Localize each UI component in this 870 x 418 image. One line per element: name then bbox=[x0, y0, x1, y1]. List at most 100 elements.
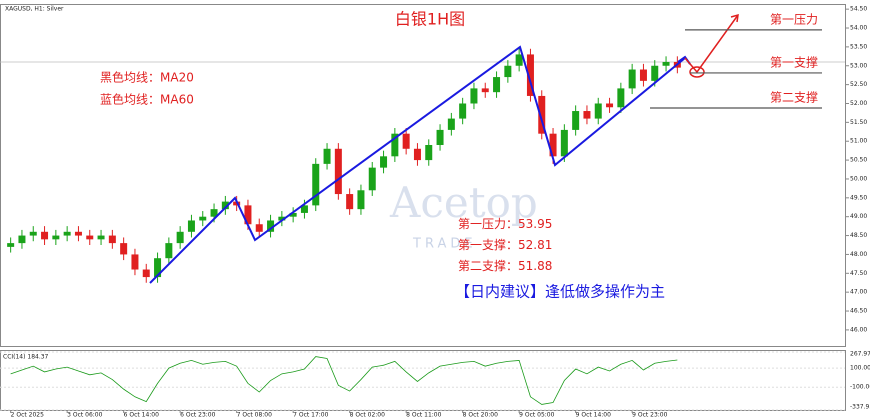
candle-body bbox=[74, 231, 82, 236]
y-tick-label: 267.97 bbox=[850, 351, 870, 358]
price-panel bbox=[0, 4, 846, 347]
candle-body bbox=[108, 235, 116, 244]
candle-body bbox=[278, 216, 286, 221]
level-label-part: ： bbox=[506, 238, 518, 252]
y-tick-label: 53.00 bbox=[850, 62, 867, 69]
candle-body bbox=[628, 69, 636, 89]
level-label-part: 第一支撑 bbox=[458, 237, 506, 252]
level-label-part: 51.88 bbox=[518, 259, 552, 273]
y-tick-label: 54.50 bbox=[850, 6, 867, 13]
candle-body bbox=[402, 133, 410, 149]
x-tick-label: 9 Oct 05:00 bbox=[519, 412, 554, 418]
y-tick-label: 48.00 bbox=[850, 251, 867, 258]
candle-body bbox=[481, 88, 489, 93]
candle-body bbox=[300, 205, 308, 213]
candle-body bbox=[538, 95, 546, 134]
y-tick-label: 49.50 bbox=[850, 194, 867, 201]
candle-body bbox=[289, 212, 297, 217]
level-label-part: 第一压力 bbox=[458, 217, 506, 231]
x-tick-label: 6 Oct 23:00 bbox=[180, 412, 215, 418]
candle-body bbox=[413, 148, 421, 161]
ma-note: 蓝色均线：MA60 bbox=[100, 93, 194, 107]
watermark: Acetop bbox=[389, 178, 538, 227]
candle-body bbox=[662, 61, 670, 66]
level-label: 第一压力：53.95 bbox=[458, 217, 552, 231]
candle-body bbox=[323, 148, 331, 164]
candle-body bbox=[346, 194, 354, 210]
advice: 【日内建议】逢低做多操作为主 bbox=[455, 283, 665, 301]
candle-body bbox=[120, 243, 128, 255]
y-tick-label: 46.50 bbox=[850, 308, 867, 315]
level-label: 第二支撑：51.88 bbox=[458, 258, 552, 273]
x-tick-label: 7 Oct 08:00 bbox=[237, 412, 272, 418]
x-tick-label: 8 Oct 11:00 bbox=[406, 412, 441, 418]
candle-body bbox=[380, 156, 388, 168]
candle-body bbox=[504, 65, 512, 78]
x-tick-label: 2 Oct 2025 bbox=[11, 412, 44, 418]
candle-body bbox=[651, 65, 659, 81]
x-tick-label: 9 Oct 14:00 bbox=[576, 412, 611, 418]
x-tick-label: 9 Oct 23:00 bbox=[632, 412, 667, 418]
y-tick-label: 48.50 bbox=[850, 232, 867, 239]
candle-body bbox=[334, 148, 342, 195]
candle-body bbox=[142, 269, 150, 278]
y-tick-label: 46.00 bbox=[850, 326, 867, 333]
candle-body bbox=[267, 220, 275, 232]
y-tick-label: 53.50 bbox=[850, 43, 867, 50]
candle-body bbox=[425, 145, 433, 161]
y-tick-label: 51.00 bbox=[850, 138, 867, 145]
candle-body bbox=[606, 103, 614, 108]
candle-body bbox=[29, 231, 37, 236]
candle-body bbox=[549, 133, 557, 157]
y-tick-label: -100.00 bbox=[850, 384, 870, 391]
marker bbox=[689, 66, 705, 78]
x-tick-label: 7 Oct 17:00 bbox=[293, 412, 328, 418]
level-name: 第一压力 bbox=[770, 12, 818, 26]
candle-body bbox=[199, 216, 207, 221]
candle-body bbox=[86, 235, 94, 240]
forecast bbox=[684, 13, 739, 78]
watermark: TRADE bbox=[412, 237, 477, 252]
candle-body bbox=[583, 111, 591, 119]
x-tick-label: 3 Oct 06:00 bbox=[67, 412, 102, 418]
y-tick-label: 54.00 bbox=[850, 25, 867, 32]
forecast-path bbox=[684, 14, 739, 74]
cci-label: CCI(14) 184.37 bbox=[3, 354, 49, 361]
candle-body bbox=[7, 243, 15, 247]
level-label: 第一支撑：52.81 bbox=[458, 237, 552, 252]
candle-body bbox=[255, 224, 263, 232]
candle-body bbox=[493, 77, 501, 93]
candle-body bbox=[617, 88, 625, 108]
y-tick-label: 47.50 bbox=[850, 270, 867, 277]
candle-body bbox=[436, 129, 444, 145]
candle-body bbox=[52, 235, 60, 240]
candle-body bbox=[560, 129, 568, 157]
zigzag bbox=[149, 45, 686, 284]
level-label-part: ： bbox=[506, 217, 518, 231]
y-tick-label: 49.00 bbox=[850, 213, 867, 220]
x-tick-label: 8 Oct 02:00 bbox=[350, 412, 385, 418]
candle-body bbox=[41, 231, 49, 240]
candle-body bbox=[165, 243, 173, 259]
candle-body bbox=[639, 69, 647, 81]
candle-body bbox=[526, 54, 534, 96]
cci-panel bbox=[0, 350, 846, 411]
y-tick-label: 100.00 bbox=[850, 365, 870, 372]
candle-body bbox=[154, 258, 162, 278]
y-tick-label: 50.00 bbox=[850, 175, 867, 182]
candle-body bbox=[97, 235, 105, 240]
candle-body bbox=[447, 118, 455, 130]
candle-body bbox=[572, 111, 580, 130]
candle-body bbox=[515, 54, 523, 66]
candle-body bbox=[368, 167, 376, 191]
candle-body bbox=[176, 231, 184, 244]
y-tick-label: 52.50 bbox=[850, 81, 867, 88]
level-label-part: 第二支撑 bbox=[458, 258, 506, 273]
candle-body bbox=[18, 235, 26, 244]
level-name: 第一支撑 bbox=[770, 54, 818, 69]
level-label-part: 52.81 bbox=[518, 238, 552, 252]
level-name: 第二支撑 bbox=[770, 90, 818, 105]
ma-note: 黑色均线：MA20 bbox=[100, 71, 194, 85]
y-tick-label: 52.00 bbox=[850, 100, 867, 107]
